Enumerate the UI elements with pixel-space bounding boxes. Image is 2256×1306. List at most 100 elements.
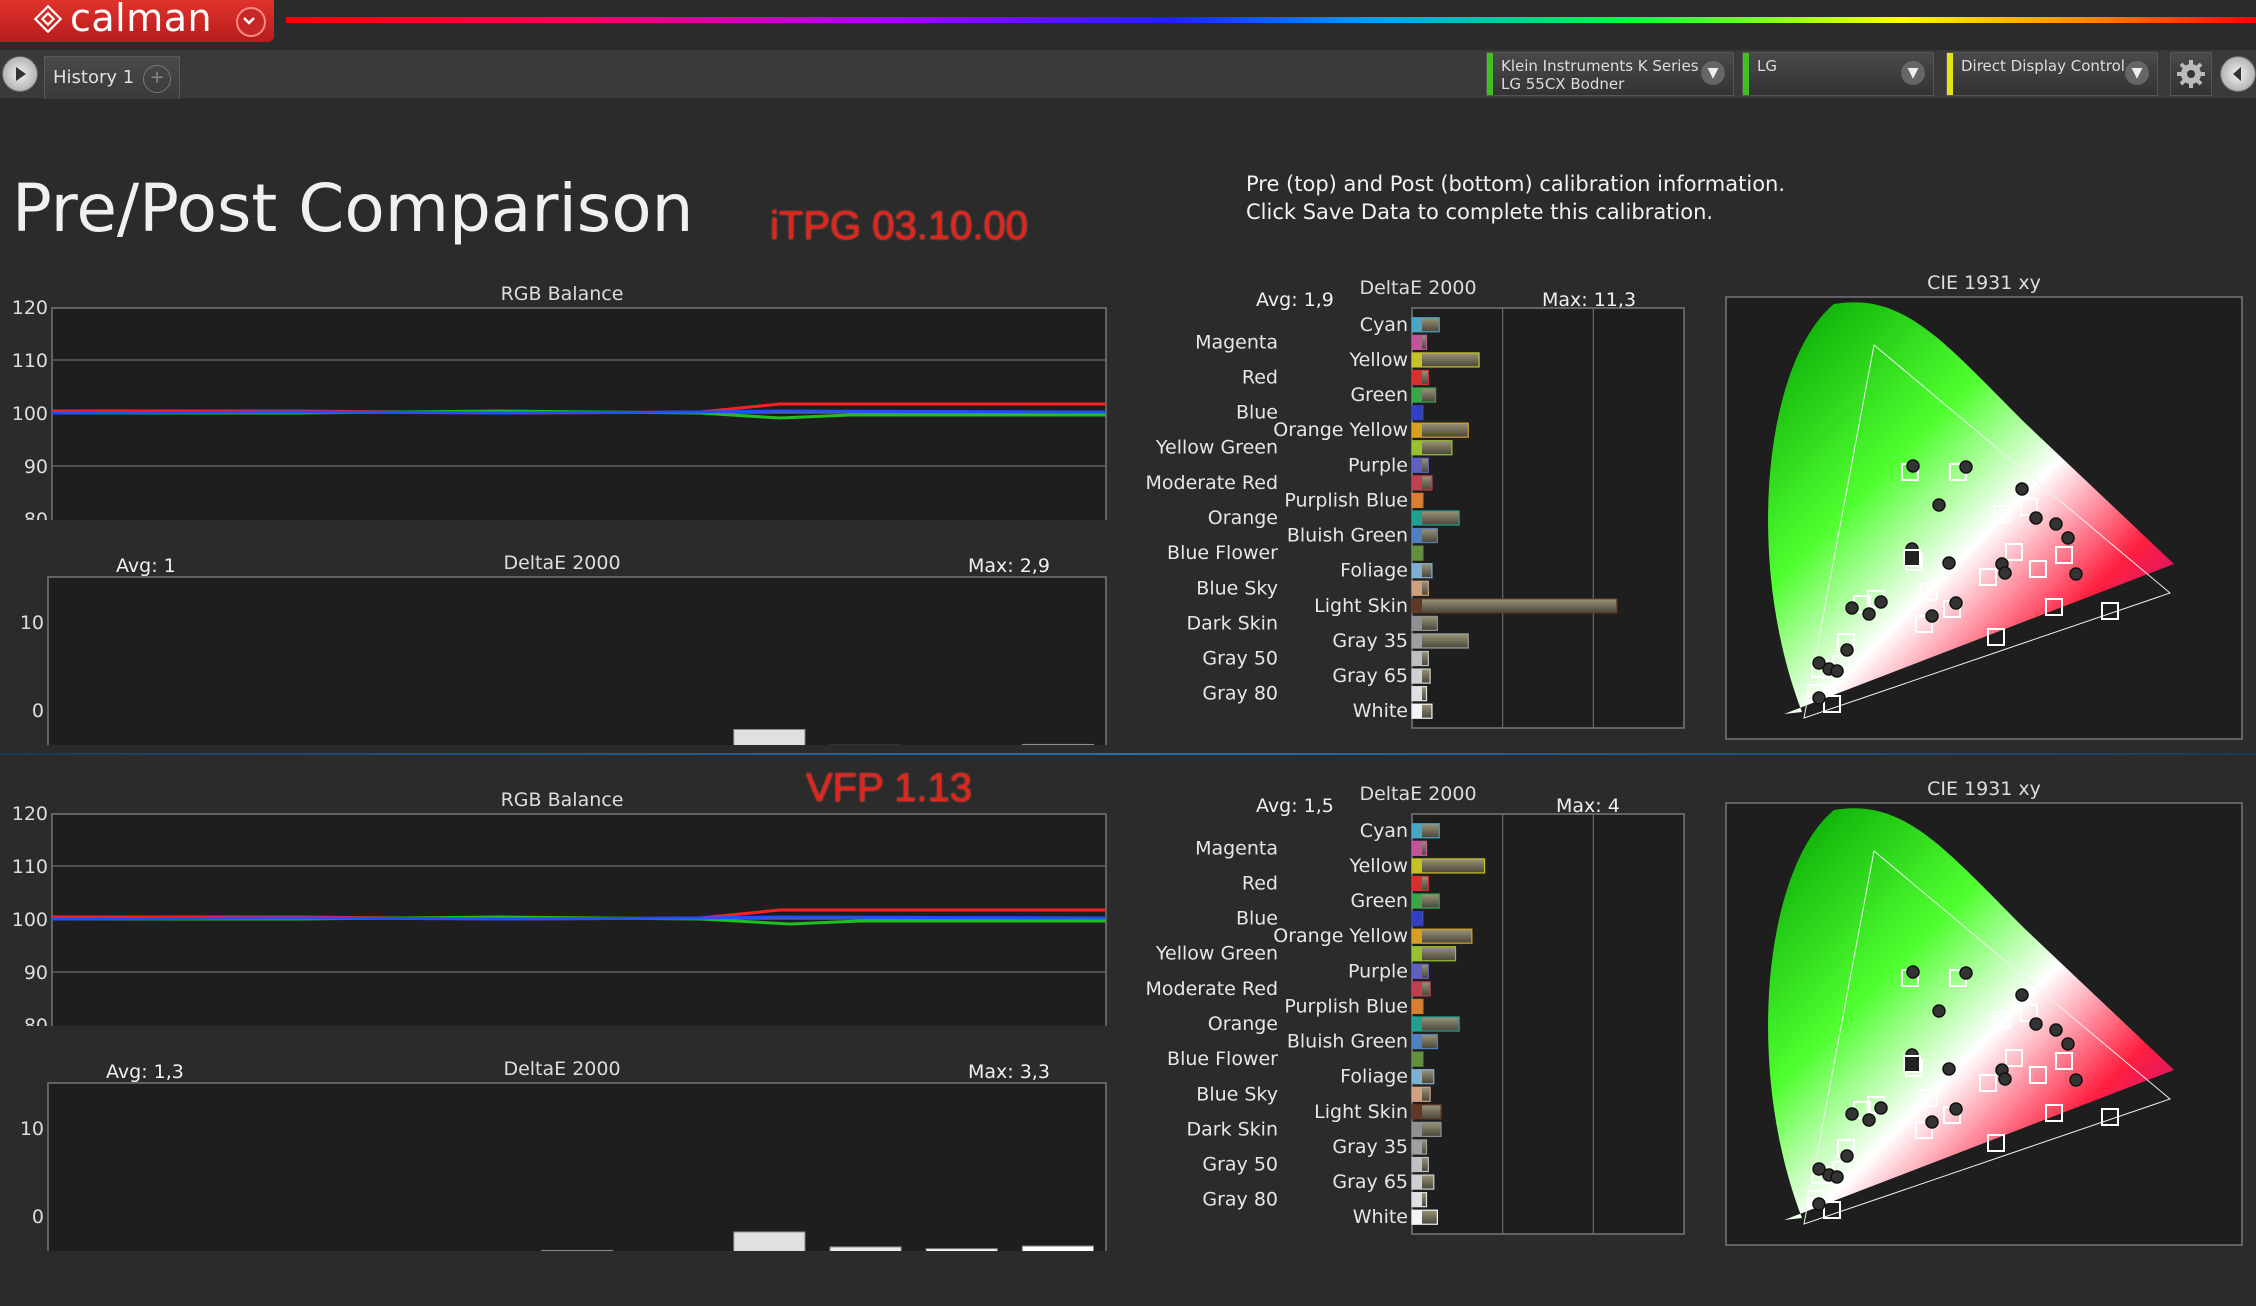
measured-point: [1845, 601, 1859, 615]
measured-point: [2015, 988, 2029, 1002]
avg-label: Avg: 1,3: [106, 1061, 184, 1083]
target-marker: [1915, 1121, 1933, 1139]
chart-title: DeltaE 2000: [1359, 280, 1476, 299]
row-label: Purplish Blue: [1284, 995, 1408, 1017]
target-marker: [2045, 598, 2063, 616]
plot-area: [47, 1082, 1107, 1251]
blue-series-line: [51, 915, 1107, 921]
chevron-down-icon[interactable]: ▼: [2125, 61, 2149, 85]
status-indicator: [1947, 53, 1953, 95]
avg-label: Avg: 1: [116, 555, 176, 577]
colorchecker-bar: [1411, 352, 1480, 368]
page-title: Pre/Post Comparison: [12, 170, 694, 247]
row-label: Gray 50: [1202, 1154, 1278, 1176]
measured-point: [1874, 1101, 1888, 1115]
max-label: Max: 4: [1556, 795, 1620, 817]
measured-point: [2049, 517, 2063, 531]
measured-point: [1840, 643, 1854, 657]
y-tick-label: 80: [24, 1015, 48, 1026]
swatch-marker: [1412, 946, 1422, 961]
row-label: Gray 80: [1202, 683, 1278, 705]
play-icon: [16, 67, 26, 81]
target-marker: [1987, 1134, 2005, 1152]
row-label: Gray 50: [1202, 648, 1278, 670]
swatch-marker: [1412, 405, 1422, 420]
swatch-marker: [1412, 1034, 1422, 1049]
plot-area: [47, 576, 1107, 745]
chevron-down-icon[interactable]: [236, 7, 266, 37]
row-label: Orange: [1208, 507, 1278, 529]
measured-point: [1949, 1102, 1963, 1116]
swatch-marker: [1412, 1210, 1422, 1225]
row-label: Dark Skin: [1186, 1118, 1278, 1140]
row-label: Light Skin: [1314, 1101, 1408, 1123]
swatch-marker: [1412, 894, 1422, 909]
row-label: Yellow: [1349, 855, 1409, 877]
swatch-marker: [1412, 493, 1422, 508]
max-label: Max: 3,3: [968, 1061, 1050, 1083]
collapse-button[interactable]: [2220, 56, 2256, 92]
swatch-marker: [1412, 1104, 1422, 1119]
measured-point: [1862, 1113, 1876, 1127]
row-label: Red: [1242, 872, 1278, 894]
swatch-marker: [1412, 335, 1422, 350]
measured-point: [1874, 595, 1888, 609]
play-button[interactable]: [2, 56, 38, 92]
chevron-down-icon[interactable]: ▼: [1901, 61, 1925, 85]
row-label: Foliage: [1340, 1066, 1408, 1088]
swatch-marker: [1412, 981, 1422, 996]
target-marker: [1993, 505, 2011, 523]
white-point-marker: [1903, 549, 1921, 567]
measured-point: [1932, 498, 1946, 512]
target-marker: [1920, 1089, 1938, 1107]
app-logo[interactable]: calman: [0, 0, 274, 42]
measured-point: [1812, 656, 1826, 670]
bar-group: [540, 1231, 1094, 1251]
gamut-diagram: [1768, 808, 2174, 1225]
measured-point: [1959, 966, 1973, 980]
info-line-1: Pre (top) and Post (bottom) calibration …: [1246, 172, 1786, 196]
rgb-balance-chart-post: RGB Balance 120 110 100 90 80: [12, 789, 1107, 1026]
chart-title: DeltaE 2000: [503, 1058, 620, 1080]
gray-bar: [925, 1248, 998, 1251]
chart-title: DeltaE 2000: [503, 552, 620, 574]
display-selector[interactable]: Direct Display Control ▼: [1946, 52, 2158, 96]
source-selector[interactable]: LG ▼: [1742, 52, 1934, 96]
target-marker: [1979, 568, 1997, 586]
swatch-marker: [1412, 669, 1422, 684]
max-label: Max: 11,3: [1542, 289, 1636, 311]
swatch-marker: [1412, 1122, 1422, 1137]
measured-point: [1845, 1107, 1859, 1121]
target-marker: [2055, 546, 2073, 564]
measured-point: [2049, 1023, 2063, 1037]
meter-name: Klein Instruments K Series: [1501, 57, 1699, 75]
gray-bar: [733, 1231, 806, 1251]
swatch-marker: [1412, 651, 1422, 666]
y-tick-label: 90: [24, 456, 48, 478]
row-label: Cyan: [1360, 314, 1408, 336]
target-marker: [1823, 695, 1841, 713]
measured-point: [2015, 482, 2029, 496]
row-label: Yellow Green: [1155, 943, 1278, 965]
row-label: Orange Yellow: [1273, 925, 1408, 947]
tab-bar: History 1 + Klein Instruments K Series L…: [0, 50, 2256, 99]
swatch-marker: [1412, 388, 1422, 403]
row-label: Purple: [1348, 960, 1408, 982]
settings-button[interactable]: [2170, 52, 2212, 96]
tab-history-1[interactable]: History 1 +: [44, 56, 180, 99]
target-marker: [2020, 498, 2038, 516]
chevron-down-icon[interactable]: ▼: [1701, 61, 1725, 85]
measured-point: [1949, 596, 1963, 610]
max-label: Max: 2,9: [968, 555, 1050, 577]
target-marker: [2029, 1066, 2047, 1084]
status-indicator: [1743, 53, 1749, 95]
rgb-balance-chart-pre: RGB Balance 120 110 100 90 80: [12, 283, 1107, 520]
add-tab-icon[interactable]: +: [143, 65, 171, 93]
y-tick-label: 100: [12, 909, 48, 931]
meter-selector[interactable]: Klein Instruments K Series LG 55CX Bodne…: [1486, 52, 1734, 96]
chevron-left-icon: [2233, 67, 2241, 81]
row-label: Green: [1350, 890, 1408, 912]
swatch-marker: [1412, 964, 1422, 979]
display-name: Direct Display Control: [1961, 57, 2125, 75]
white-point-marker: [1903, 1055, 1921, 1073]
